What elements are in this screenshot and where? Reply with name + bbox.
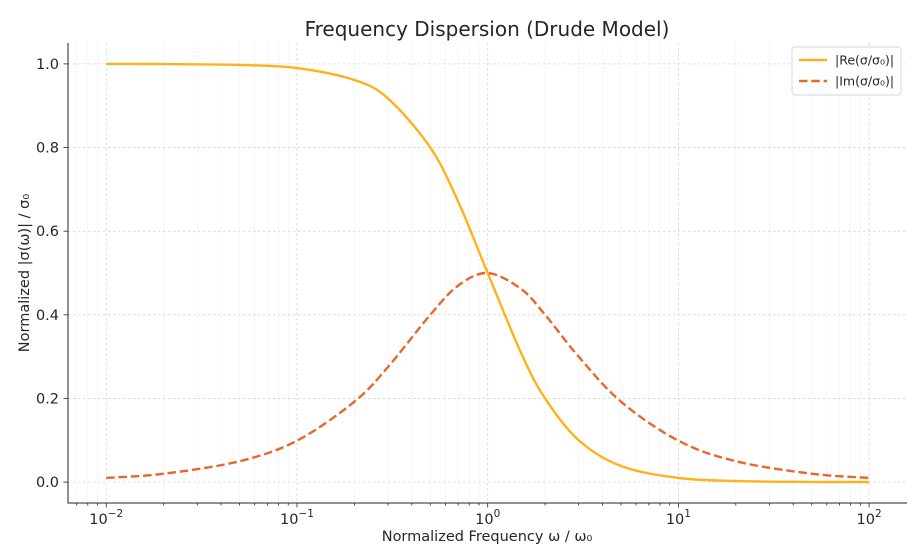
axes: 10−2 10−1 100 101 102 0.0 0.2 0.4 0.6 0.8 1.0 bbox=[36, 43, 907, 528]
axis-spines bbox=[67, 43, 907, 504]
plot-area bbox=[106, 62, 870, 484]
legend: |Re(σ/σ₀)| |Im(σ/σ₀)| bbox=[791, 46, 902, 96]
chart-title: Frequency Dispersion (Drude Model) bbox=[305, 17, 670, 41]
y-tick-label: 0.6 bbox=[36, 224, 59, 240]
series-line-2 bbox=[106, 271, 870, 480]
x-tick-label: 101 bbox=[666, 508, 691, 528]
x-tick-label: 100 bbox=[475, 508, 500, 528]
y-tick-label: 0.4 bbox=[36, 308, 59, 324]
x-tick-label: 102 bbox=[857, 508, 882, 528]
y-tick-label: 0.8 bbox=[36, 141, 59, 157]
y-tick-label: 0.0 bbox=[36, 475, 59, 491]
legend-label: |Re(σ/σ₀)| bbox=[835, 53, 894, 68]
x-tick-label: 10−1 bbox=[280, 508, 314, 528]
y-tick-label: 1.0 bbox=[36, 57, 59, 73]
legend-label: |Im(σ/σ₀)| bbox=[835, 74, 894, 89]
series-line-1 bbox=[106, 62, 870, 484]
y-tick-label: 0.2 bbox=[36, 391, 59, 407]
x-axis-label: Normalized Frequency ω / ω₀ bbox=[382, 529, 593, 545]
y-axis-label: Normalized |σ(ω)| / σ₀ bbox=[17, 194, 33, 353]
x-tick-label: 10−2 bbox=[89, 508, 123, 528]
